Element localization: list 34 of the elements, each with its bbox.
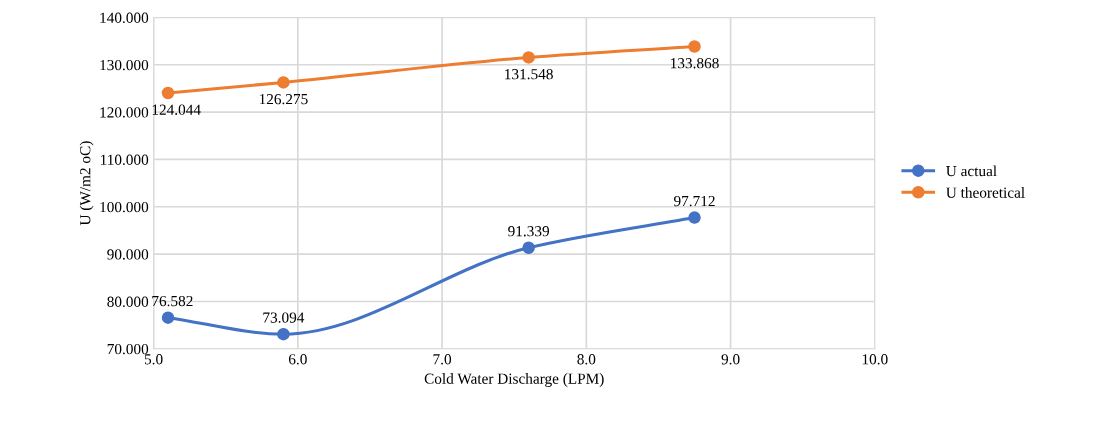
data-label: 73.094	[263, 312, 305, 323]
data-label: 76.582	[152, 295, 193, 307]
point	[522, 241, 535, 255]
point	[522, 51, 535, 64]
data-label: 91.339	[508, 226, 550, 237]
legend-label: U theoretical	[946, 187, 1025, 198]
y-tick-label: 130.000	[100, 59, 149, 71]
data-label: 131.548	[505, 69, 553, 80]
data-label: 126.275	[259, 94, 308, 105]
x-tick-label: 8.0	[577, 354, 596, 365]
point	[161, 86, 175, 100]
point	[688, 40, 701, 53]
point	[688, 211, 701, 224]
y-tick-label: 120.000	[100, 107, 149, 118]
y-axis-title: U (W/m2 oC)	[79, 141, 94, 226]
y-tick-label: 70.000	[107, 343, 149, 355]
point	[277, 76, 290, 89]
x-tick-label: 10.0	[862, 354, 888, 365]
x-tick-label: 9.0	[721, 354, 740, 365]
x-tick-label: 6.0	[288, 354, 307, 365]
y-tick-label: 100.000	[100, 201, 149, 213]
y-tick-label: 140.000	[100, 12, 149, 23]
legend-label: U actual	[946, 165, 997, 177]
point	[161, 311, 175, 324]
data-label: 97.712	[674, 195, 715, 207]
x-tick-label: 7.0	[433, 354, 452, 365]
point	[277, 327, 290, 341]
y-tick-label: 90.000	[107, 249, 149, 260]
x-axis-title: Cold Water Discharge (LPM)	[424, 373, 604, 387]
y-tick-label: 80.000	[107, 296, 149, 307]
x-tick-label: 5.0	[144, 354, 163, 365]
y-tick-label: 110.000	[101, 154, 149, 165]
data-label: 133.868	[671, 58, 719, 69]
data-label: 124.044	[152, 104, 201, 115]
